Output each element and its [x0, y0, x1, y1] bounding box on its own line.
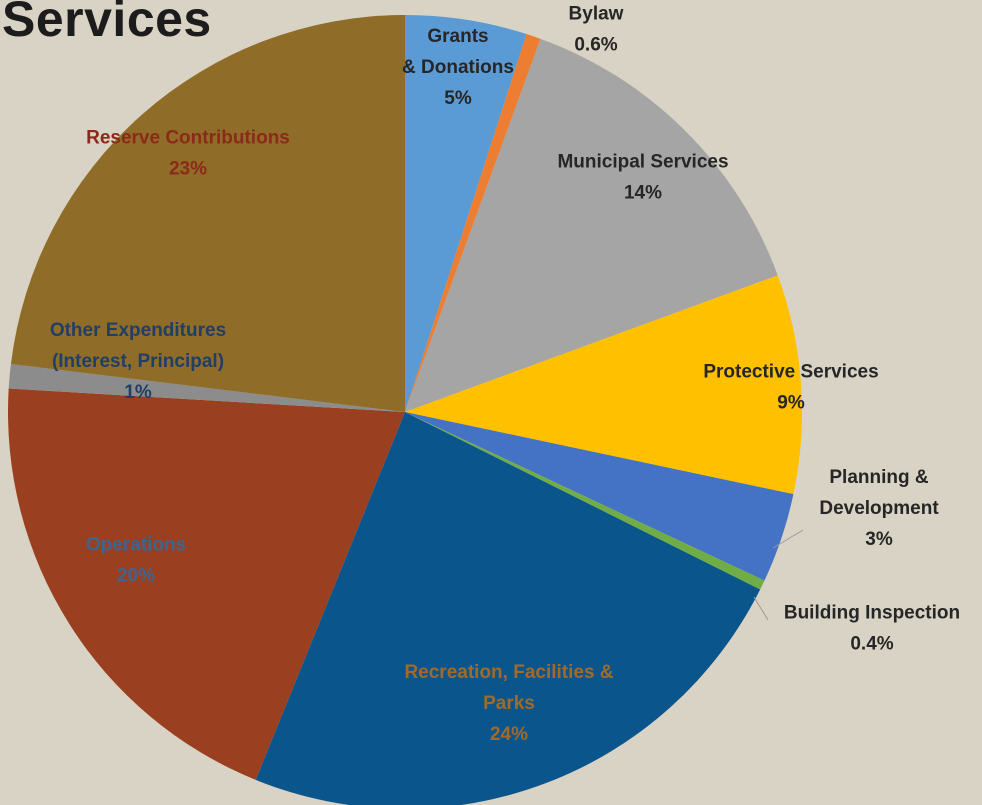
slice-label-planning-development: Planning & Development 3% [819, 467, 939, 550]
slice-label-line: 9% [777, 393, 805, 414]
slice-label-line: 1% [124, 382, 152, 403]
pie-slice-protective-services [405, 275, 803, 495]
pie-slice-planning-development [405, 412, 794, 581]
slice-label-line: Operations [86, 535, 186, 556]
pie-slice-bylaw [405, 34, 541, 413]
pie-slice-grants-donations [405, 15, 527, 412]
pie-slice-municipal-services [405, 38, 778, 412]
pie-slice-recreation-facilities-parks [255, 412, 761, 805]
pie-slice-building-inspection [405, 412, 765, 590]
leader-line [753, 596, 769, 621]
slice-label-line: Municipal Services [557, 152, 728, 173]
slice-labels: Grants & Donations 5% Bylaw 0.6% Municipal Se… [50, 4, 960, 746]
slice-label-line: 0.6% [574, 35, 617, 56]
leader-lines [753, 529, 804, 621]
slice-label-line: Recreation, Facilities & [404, 662, 613, 683]
slice-label-line: Building Inspection [784, 603, 960, 624]
slice-label-reserve-contributions: Reserve Contributions 23% [86, 128, 290, 180]
slice-label-line: Development [819, 498, 939, 519]
slice-label-line: 23% [169, 159, 207, 180]
slice-label-line: Protective Services [703, 362, 878, 383]
pie-slice-operations [7, 388, 405, 780]
slice-label-line: 3% [865, 529, 893, 550]
slice-label-line: 5% [444, 88, 472, 109]
slice-label-line: Reserve Contributions [86, 128, 290, 149]
pie-slice-reserve-contributions [10, 15, 405, 412]
slice-label-line: 14% [624, 183, 662, 204]
slice-label-grants-donations: Grants & Donations 5% [402, 26, 514, 109]
slice-label-line: & Donations [402, 57, 514, 78]
slice-label-line: 20% [117, 566, 155, 587]
slice-label-line: Grants [427, 26, 488, 47]
slice-label-protective-services: Protective Services 9% [703, 362, 878, 414]
slice-label-recreation-facilities-parks: Recreation, Facilities & Parks 24% [404, 662, 613, 745]
slice-label-line: Other Expenditures [50, 320, 226, 341]
leader-line [772, 529, 804, 549]
slice-label-other-expenditures-interest-principal: Other Expenditures (Interest, Principal) 1… [50, 320, 226, 403]
slice-label-line: Bylaw [569, 4, 624, 25]
chart-title: Services [2, 0, 212, 47]
slice-label-municipal-services: Municipal Services 14% [557, 152, 728, 204]
slice-label-line: 0.4% [850, 634, 893, 655]
slice-label-line: Planning & [829, 467, 929, 488]
slice-label-line: 24% [490, 724, 528, 745]
pie-slice-other-expenditures-interest-principal [8, 363, 405, 412]
slice-label-operations: Operations 20% [86, 535, 186, 587]
pie-slices [7, 15, 803, 805]
slice-label-building-inspection: Building Inspection 0.4% [784, 603, 960, 655]
slice-label-line: Parks [483, 693, 535, 714]
slice-label-bylaw: Bylaw 0.6% [569, 4, 624, 56]
slice-label-line: (Interest, Principal) [52, 351, 224, 372]
